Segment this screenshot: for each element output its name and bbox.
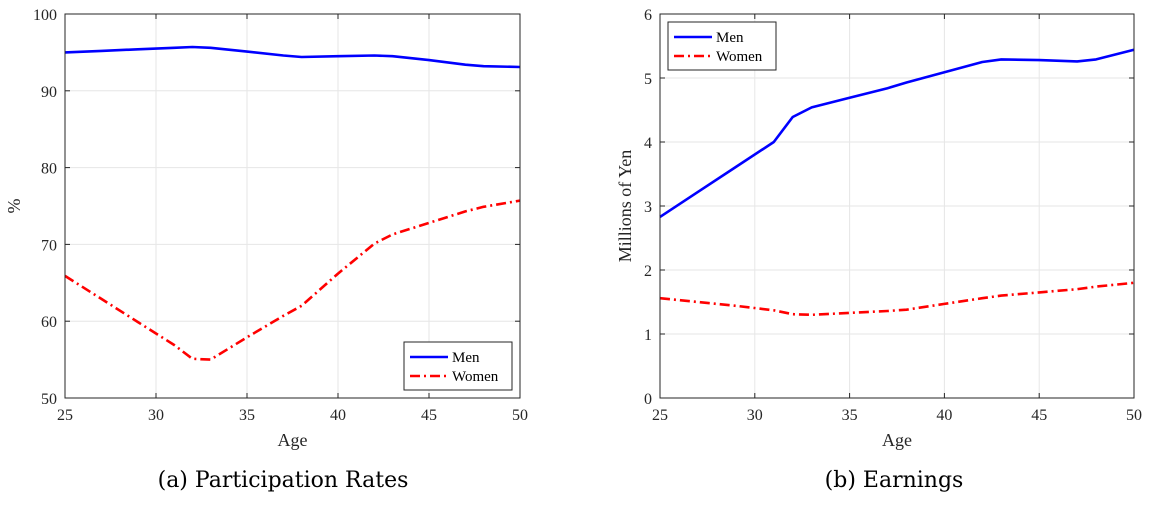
x-axis-label: Age (278, 430, 308, 450)
x-tick-label: 45 (421, 407, 437, 424)
y-tick-label: 3 (644, 199, 652, 216)
participation-rates-chart: 25 30 35 40 45 50 50 60 70 80 90 100 Age% Men Women (a)… (4, 7, 528, 493)
y-tick-label: 100 (33, 7, 57, 24)
y-tick-label: 80 (41, 161, 57, 178)
y-tick-label: 0 (644, 391, 652, 408)
y-tick-label: 50 (41, 391, 57, 408)
y-axis-label: Millions of Yen (615, 150, 635, 263)
x-tick-label: 25 (57, 407, 73, 424)
legend-label-women: Women (452, 369, 499, 385)
legend-box (667, 21, 777, 71)
legend-label-women: Women (716, 49, 763, 65)
y-tick-label: 5 (644, 71, 652, 88)
legend: Men Women (403, 341, 513, 391)
x-tick-label: 45 (1031, 407, 1047, 424)
legend-box (403, 341, 513, 391)
series-line-men (64, 45, 521, 69)
y-tick-label: 2 (644, 263, 652, 280)
series-line-women (659, 281, 1135, 317)
x-tick-label: 50 (1126, 407, 1142, 424)
y-tick-label: 90 (41, 84, 57, 101)
x-tick-label: 35 (842, 407, 858, 424)
panel-caption: (b) Earnings (825, 468, 964, 493)
y-tick-label: 4 (644, 135, 652, 152)
y-tick-label: 70 (41, 237, 57, 254)
legend-label-men: Men (716, 30, 744, 46)
x-tick-label: 30 (148, 407, 164, 424)
y-tick-label: 1 (644, 327, 652, 344)
x-tick-label: 25 (652, 407, 668, 424)
y-tick-label: 6 (644, 7, 652, 24)
plot-frame (64, 13, 521, 399)
y-tick-label: 60 (41, 314, 57, 331)
x-tick-label: 40 (330, 407, 346, 424)
series-line-men (659, 48, 1135, 218)
y-axis-label: % (4, 199, 24, 214)
x-tick-label: 35 (239, 407, 255, 424)
x-axis-label: Age (882, 430, 912, 450)
legend-label-men: Men (452, 350, 480, 366)
panel-caption: (a) Participation Rates (158, 468, 409, 493)
series-line-women (64, 199, 521, 361)
legend: Men Women (667, 21, 777, 71)
x-tick-label: 50 (512, 407, 528, 424)
x-tick-label: 40 (936, 407, 952, 424)
x-tick-label: 30 (747, 407, 763, 424)
